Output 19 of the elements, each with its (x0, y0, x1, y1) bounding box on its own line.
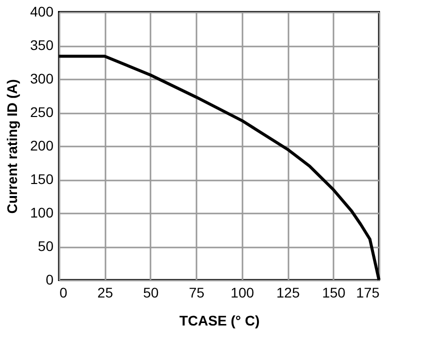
x-tick-label: 25 (97, 284, 114, 300)
y-tick-label: 100 (30, 204, 54, 220)
y-axis-title: Current rating ID (A) (4, 79, 20, 214)
y-tick-label: 0 (46, 272, 54, 288)
x-tick-label: 75 (188, 284, 205, 300)
x-axis-title: TCASE (° C) (179, 312, 260, 328)
y-tick-label: 200 (30, 138, 54, 154)
y-tick-label: 50 (38, 238, 54, 254)
x-tick-label: 50 (143, 284, 159, 300)
y-tick-label: 250 (30, 104, 54, 120)
y-tick-label: 150 (30, 171, 54, 187)
x-tick-label: 125 (276, 284, 300, 300)
x-tick-label: 150 (322, 284, 346, 300)
x-tick-label: 0 (60, 284, 68, 300)
y-tick-label: 400 (30, 4, 54, 20)
x-tick-label: 175 (356, 284, 380, 300)
x-tick-label: 100 (230, 284, 254, 300)
y-tick-label: 350 (30, 37, 54, 53)
y-tick-label: 300 (30, 70, 54, 86)
